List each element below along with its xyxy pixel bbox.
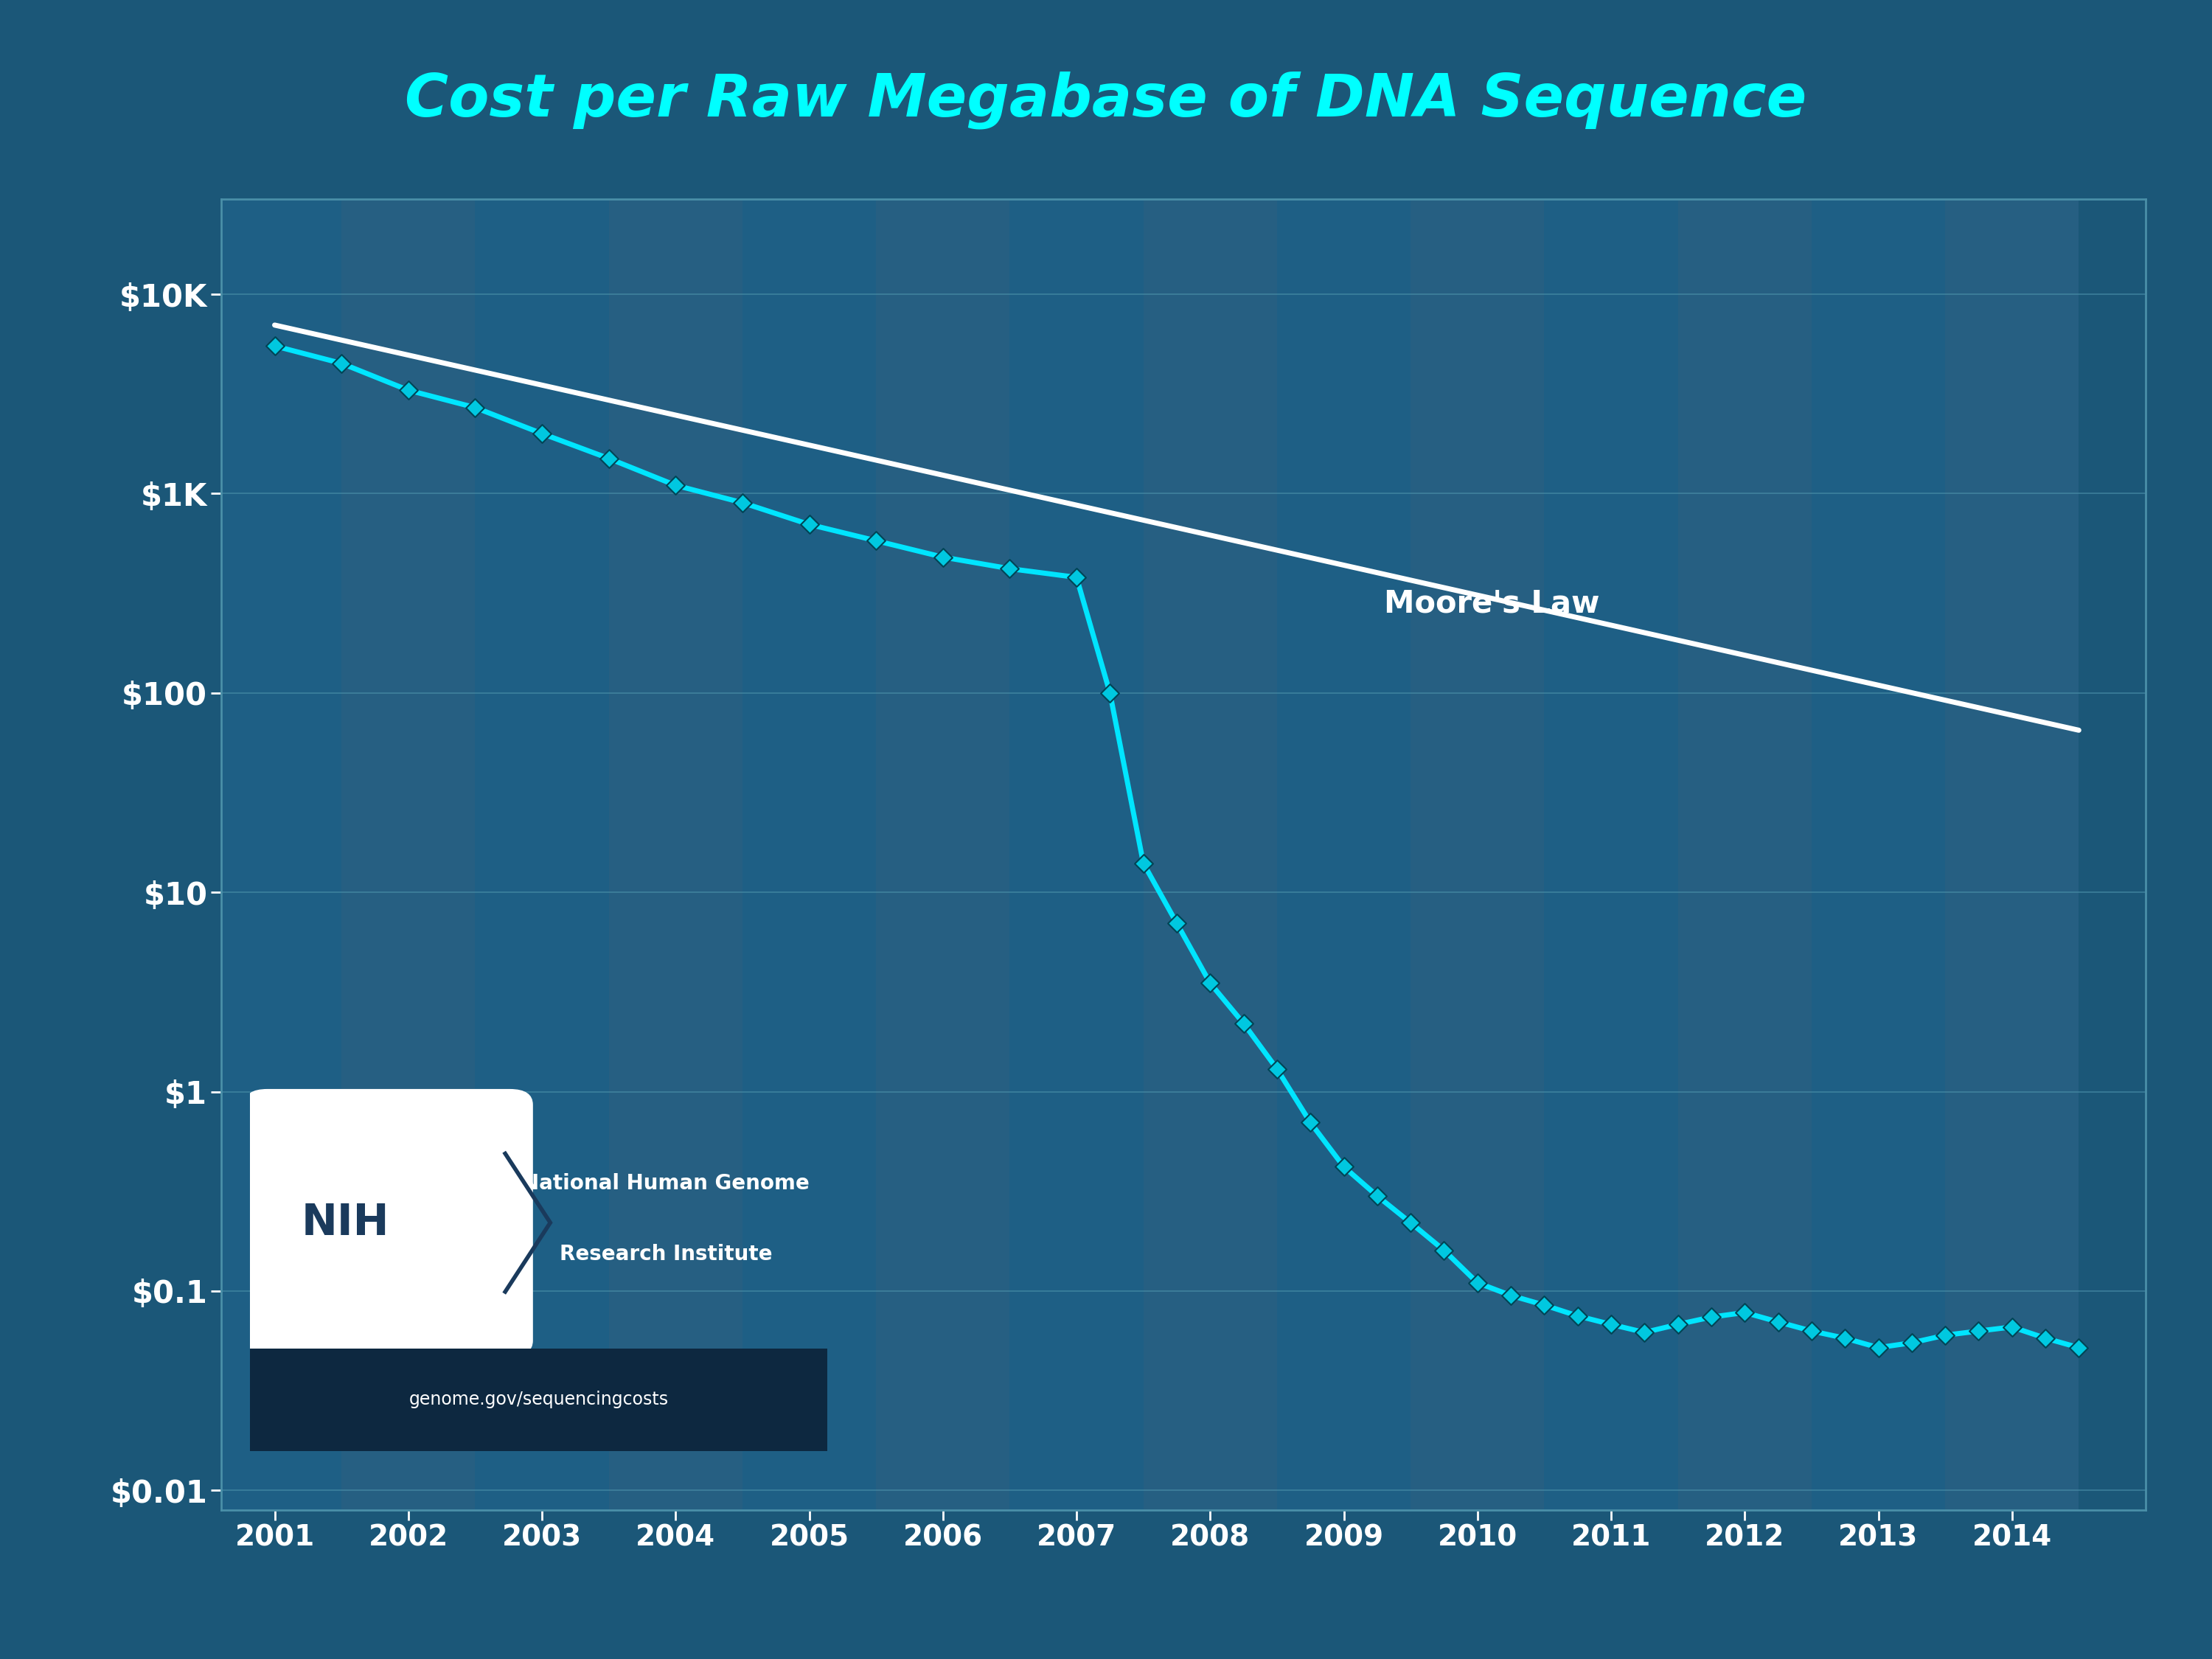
Point [1960, 1317, 1995, 1344]
Point [792, 511, 827, 538]
Point [1927, 1322, 1962, 1349]
Bar [1812, 199, 1944, 1510]
Point [1995, 1314, 2031, 1340]
Point [858, 528, 894, 554]
Bar [476, 199, 608, 1510]
Bar [743, 199, 876, 1510]
Point [1593, 1311, 1628, 1337]
Point [1728, 1299, 1763, 1326]
Point [1893, 1329, 1929, 1355]
Point [1093, 680, 1128, 707]
Point [1126, 849, 1161, 876]
Point [1626, 1319, 1661, 1345]
Point [257, 333, 292, 360]
Text: Moore's Law: Moore's Law [1385, 589, 1599, 619]
Bar [608, 199, 743, 1510]
Point [925, 544, 960, 571]
Point [1694, 1304, 1730, 1331]
Bar [876, 199, 1009, 1510]
Bar [208, 199, 341, 1510]
Point [1761, 1309, 1796, 1335]
Point [1427, 1238, 1462, 1264]
Point [1292, 1110, 1327, 1136]
Point [1827, 1326, 1863, 1352]
Point [657, 473, 692, 499]
Point [2028, 1326, 2064, 1352]
Point [1159, 909, 1194, 936]
Bar [1144, 199, 1276, 1510]
Point [726, 489, 761, 516]
Bar [1944, 199, 2079, 1510]
Bar [1411, 199, 1544, 1510]
Point [323, 350, 358, 377]
Point [1526, 1292, 1562, 1319]
Bar [1276, 199, 1411, 1510]
Point [1661, 1311, 1697, 1337]
Point [1460, 1269, 1495, 1296]
Point [1192, 971, 1228, 997]
Text: Cost per Raw Megabase of DNA Sequence: Cost per Raw Megabase of DNA Sequence [405, 71, 1807, 129]
Point [392, 377, 427, 403]
Point [1360, 1183, 1396, 1209]
Point [591, 445, 626, 471]
Point [1060, 564, 1095, 591]
Point [458, 395, 493, 421]
Point [1394, 1209, 1429, 1236]
Point [1225, 1010, 1261, 1037]
Bar [1679, 199, 1812, 1510]
Bar [1544, 199, 1679, 1510]
Point [1860, 1334, 1896, 1360]
Point [1794, 1317, 1829, 1344]
Point [1559, 1302, 1595, 1329]
Point [2062, 1334, 2097, 1360]
Point [1327, 1153, 1363, 1180]
Point [1493, 1282, 1528, 1309]
Bar [1009, 199, 1144, 1510]
Point [524, 420, 560, 446]
Point [1259, 1055, 1294, 1082]
Point [991, 556, 1026, 582]
Bar [341, 199, 476, 1510]
